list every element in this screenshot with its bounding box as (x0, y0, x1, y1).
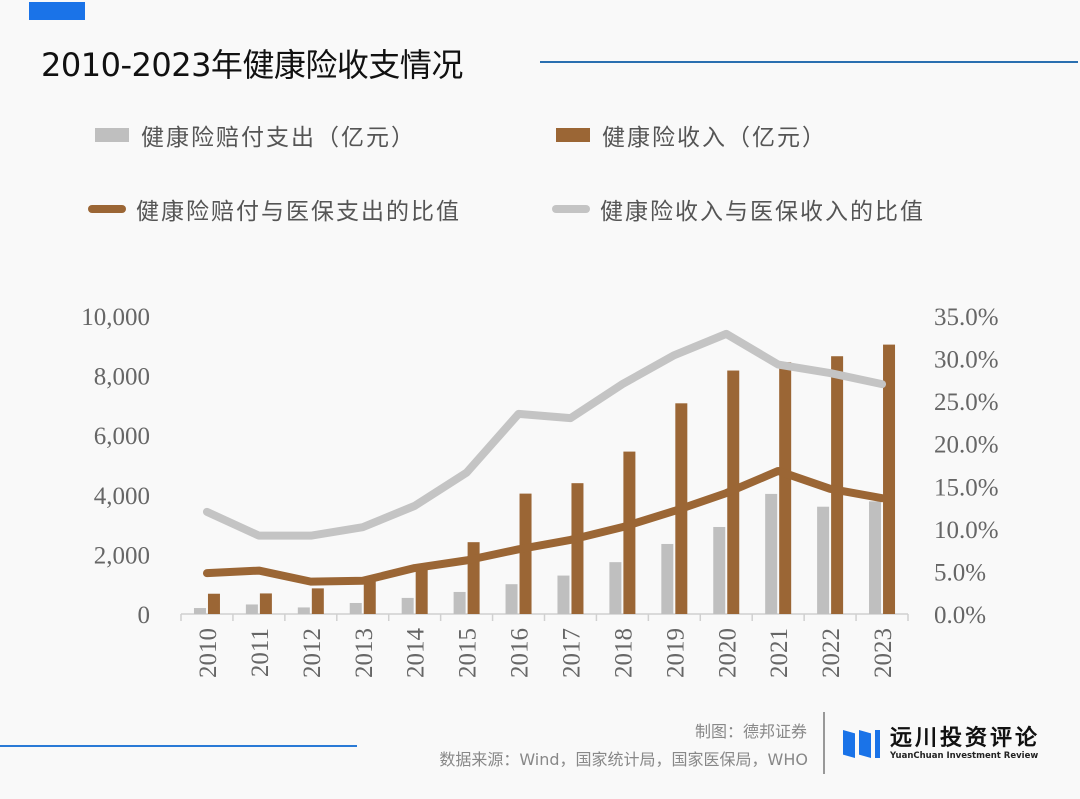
bar-income (779, 362, 792, 614)
y-axis-left: 0 2,000 4,000 6,000 8,000 10,000 (81, 304, 150, 629)
y-right-tick-label: 10.0% (934, 517, 999, 544)
logo-text-cn: 远川投资评论 (890, 726, 1041, 751)
legend-swatch-claims (95, 128, 129, 142)
legend-label-income: 健康险收入（亿元） (602, 125, 827, 151)
bar-claims (869, 501, 882, 614)
bar-claims (661, 543, 674, 614)
bar-series (193, 344, 896, 614)
y-left-tick-label: 4,000 (94, 483, 150, 510)
legend-swatch-income (556, 128, 590, 142)
x-tick-label: 2023 (870, 628, 897, 678)
y-right-tick-label: 15.0% (934, 474, 999, 501)
footer-divider-line (0, 745, 357, 747)
x-tick-label: 2017 (558, 628, 585, 678)
line-series (202, 329, 887, 586)
bar-claims (713, 526, 726, 614)
footer-vertical-divider (823, 712, 825, 774)
x-tick-label: 2020 (714, 628, 741, 678)
logo-text-en: YuanChuan Investment Review (890, 751, 1039, 761)
bar-income (415, 566, 428, 614)
bar-claims (349, 602, 362, 614)
bar-claims (505, 584, 518, 614)
x-tick-label: 2022 (818, 628, 845, 678)
x-tick-label: 2018 (610, 628, 637, 678)
x-axis-ticks (180, 614, 909, 621)
bar-income (883, 344, 896, 614)
x-tick-label: 2013 (351, 628, 378, 678)
bar-claims (609, 562, 622, 614)
chart-credit: 制图：德邦证券 (694, 722, 807, 741)
y-left-tick-label: 8,000 (94, 364, 150, 391)
logo-mark-icon (843, 730, 880, 758)
y-left-tick-label: 6,000 (94, 423, 150, 450)
x-tick-label: 2019 (662, 628, 689, 678)
y-axis-right: 0.0% 5.0% 10.0% 15.0% 20.0% 25.0% 30.0% 35.0% (934, 304, 999, 629)
line-income-ratio (202, 329, 887, 540)
bar-claims (453, 591, 466, 614)
brand-logo: 远川投资评论 YuanChuan Investment Review (843, 727, 1040, 761)
x-axis-labels: 2010 2011 2012 2013 2014 2015 2016 2017 2018 2019… (195, 628, 897, 679)
bar-income (623, 451, 636, 614)
bar-income (311, 588, 324, 614)
line-claims-ratio (202, 466, 887, 586)
legend-swatch-income-ratio (552, 205, 590, 213)
data-source: 数据来源：Wind，国家统计局，国家医保局，WHO (439, 750, 808, 769)
bar-income (259, 593, 272, 614)
y-left-tick-label: 0 (138, 602, 151, 629)
top-accent-bar (29, 2, 85, 20)
bar-claims (401, 597, 414, 614)
legend-item-claims: 健康险赔付支出（亿元） (95, 118, 416, 152)
page-title: 2010-2023年健康险收支情况 (41, 46, 463, 84)
x-tick-label: 2012 (299, 628, 326, 678)
bar-income (207, 593, 220, 614)
x-tick-label: 2011 (247, 628, 274, 677)
bar-claims (765, 493, 778, 614)
bar-claims (297, 607, 310, 614)
legend-item-income-ratio: 健康险收入与医保收入的比值 (552, 192, 925, 226)
legend-item-claims-ratio: 健康险赔付与医保支出的比值 (88, 192, 461, 226)
bar-income (519, 493, 532, 614)
bar-income (363, 580, 376, 614)
x-tick-label: 2021 (766, 628, 793, 678)
y-left-tick-label: 2,000 (94, 542, 150, 569)
bar-claims (193, 608, 206, 614)
legend-swatch-claims-ratio (88, 205, 126, 213)
legend-label-claims: 健康险赔付支出（亿元） (141, 125, 416, 151)
y-right-tick-label: 25.0% (934, 389, 999, 416)
y-right-tick-label: 20.0% (934, 432, 999, 459)
x-tick-label: 2010 (195, 628, 222, 678)
bar-claims (557, 575, 570, 614)
x-tick-label: 2014 (403, 628, 430, 679)
y-right-tick-label: 5.0% (934, 559, 986, 586)
legend-item-income: 健康险收入（亿元） (556, 118, 827, 152)
title-divider (540, 61, 1078, 63)
bar-claims (245, 604, 258, 614)
bar-claims (817, 506, 830, 614)
y-right-tick-label: 35.0% (934, 304, 999, 331)
y-left-tick-label: 10,000 (81, 304, 150, 331)
bar-income (571, 483, 584, 614)
y-right-tick-label: 0.0% (934, 602, 986, 629)
legend-label-income-ratio: 健康险收入与医保收入的比值 (600, 199, 925, 225)
bar-income (831, 356, 844, 614)
y-right-tick-label: 30.0% (934, 347, 999, 374)
x-tick-label: 2016 (507, 628, 534, 678)
legend-label-claims-ratio: 健康险赔付与医保支出的比值 (136, 199, 461, 225)
bar-income (467, 542, 480, 614)
x-tick-label: 2015 (455, 628, 482, 678)
